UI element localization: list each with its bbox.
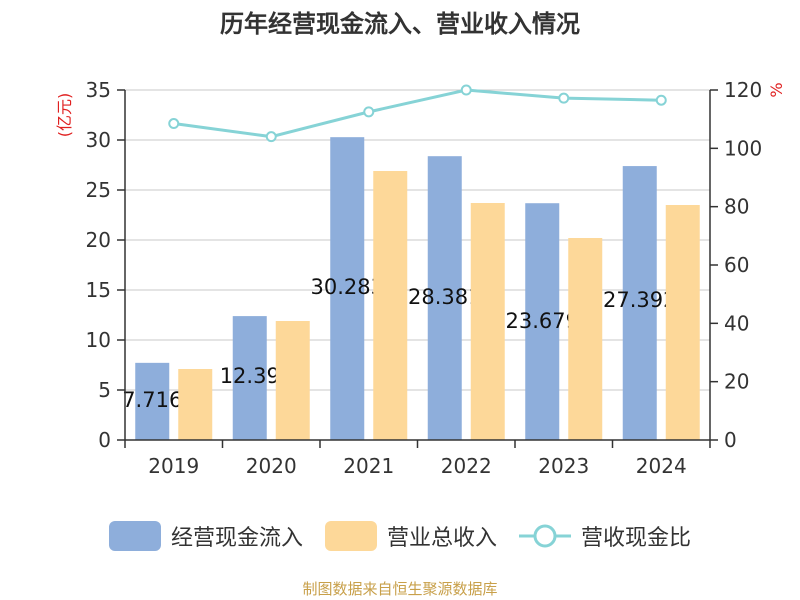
bar-revenue-2022 <box>470 203 505 440</box>
y-tick-label-35: 35 <box>86 78 111 102</box>
y2-tick-label-20: 20 <box>724 370 749 394</box>
legend-swatch-revenue <box>324 521 377 551</box>
y-tick-label-30: 30 <box>86 128 111 152</box>
data-label-cash-inflow-2020: 12.39 <box>220 364 280 388</box>
data-label-cash-inflow-2023: 23.679 <box>506 309 579 333</box>
x-tick-label-2020: 2020 <box>246 454 297 478</box>
legend-label-revenue: 营业总收入 <box>386 526 497 551</box>
x-tick-label-2023: 2023 <box>538 454 589 478</box>
y2-tick-label-100: 100 <box>724 136 762 160</box>
y2-tick-label-60: 60 <box>724 253 749 277</box>
bar-revenue-2023 <box>568 238 603 440</box>
line-series <box>168 84 667 143</box>
legend-item-cash-ratio[interactable]: 营收现金比 <box>519 520 691 552</box>
data-label-cash-inflow-2022: 28.381 <box>408 285 481 309</box>
y-tick-label-15: 15 <box>86 278 111 302</box>
bar-cash-inflow-2024 <box>622 166 657 440</box>
y2-tick-label-120: 120 <box>724 78 762 102</box>
data-label-cash-inflow-2019: 7.716 <box>122 388 182 412</box>
legend-item-cash-inflow[interactable]: 经营现金流入 <box>108 520 303 552</box>
legend-swatch-cash-ratio <box>519 524 571 548</box>
x-tick-label-2019: 2019 <box>148 454 199 478</box>
legend-label-cash-ratio: 营收现金比 <box>581 526 692 551</box>
bar-cash-inflow-2022 <box>427 156 462 440</box>
point-cash-ratio-2022 <box>460 84 472 96</box>
point-cash-ratio-2019 <box>168 118 180 130</box>
legend: 经营现金流入 营业总收入 营收现金比 <box>0 516 800 556</box>
chart-title: 历年经营现金流入、营业收入情况 <box>220 10 580 38</box>
bar-revenue-2024 <box>665 205 700 440</box>
bar-cash-inflow-2019 <box>135 362 170 440</box>
y-tick-label-20: 20 <box>86 228 111 252</box>
point-cash-ratio-2024 <box>655 94 667 106</box>
y2-axis-name: % <box>767 82 786 97</box>
bar-revenue-2019 <box>178 369 213 440</box>
y2-tick-label-40: 40 <box>724 311 749 335</box>
bar-revenue-2021 <box>373 171 408 440</box>
bar-revenue-2020 <box>275 321 310 440</box>
bar-cash-inflow-2020 <box>232 316 267 440</box>
point-cash-ratio-2023 <box>558 92 570 104</box>
axes: 0 5 10 15 20 25 30 35 0 20 40 60 80 100 120 2019 2020 202… <box>55 78 786 478</box>
grid-lines <box>125 89 710 441</box>
y-tick-label-10: 10 <box>86 328 111 352</box>
legend-label-cash-inflow: 经营现金流入 <box>170 526 303 551</box>
y2-tick-label-0: 0 <box>724 428 737 452</box>
point-cash-ratio-2021 <box>363 106 375 118</box>
source-note: 制图数据来自恒生聚源数据库 <box>302 580 498 598</box>
data-label-cash-inflow-2021: 30.283 <box>311 275 384 299</box>
y-tick-label-25: 25 <box>86 178 111 202</box>
data-label-cash-inflow-2024: 27.392 <box>603 288 676 312</box>
line-cash-ratio <box>173 88 662 139</box>
x-tick-label-2022: 2022 <box>441 454 492 478</box>
data-labels: 7.716 12.39 30.283 28.381 23.679 27.392 <box>122 275 676 412</box>
bar-cash-inflow-2023 <box>525 203 560 440</box>
y-axis-name: (亿元) <box>55 93 74 138</box>
bar-cash-inflow-2021 <box>330 137 365 441</box>
bars <box>178 171 700 440</box>
x-tick-label-2021: 2021 <box>343 454 394 478</box>
y2-tick-label-80: 80 <box>724 195 749 219</box>
point-cash-ratio-2020 <box>265 131 277 143</box>
y-tick-label-0: 0 <box>98 428 111 452</box>
legend-item-revenue[interactable]: 营业总收入 <box>324 520 497 552</box>
x-tick-label-2024: 2024 <box>636 454 687 478</box>
y-tick-label-5: 5 <box>98 378 111 402</box>
legend-swatch-cash-inflow <box>108 521 161 551</box>
